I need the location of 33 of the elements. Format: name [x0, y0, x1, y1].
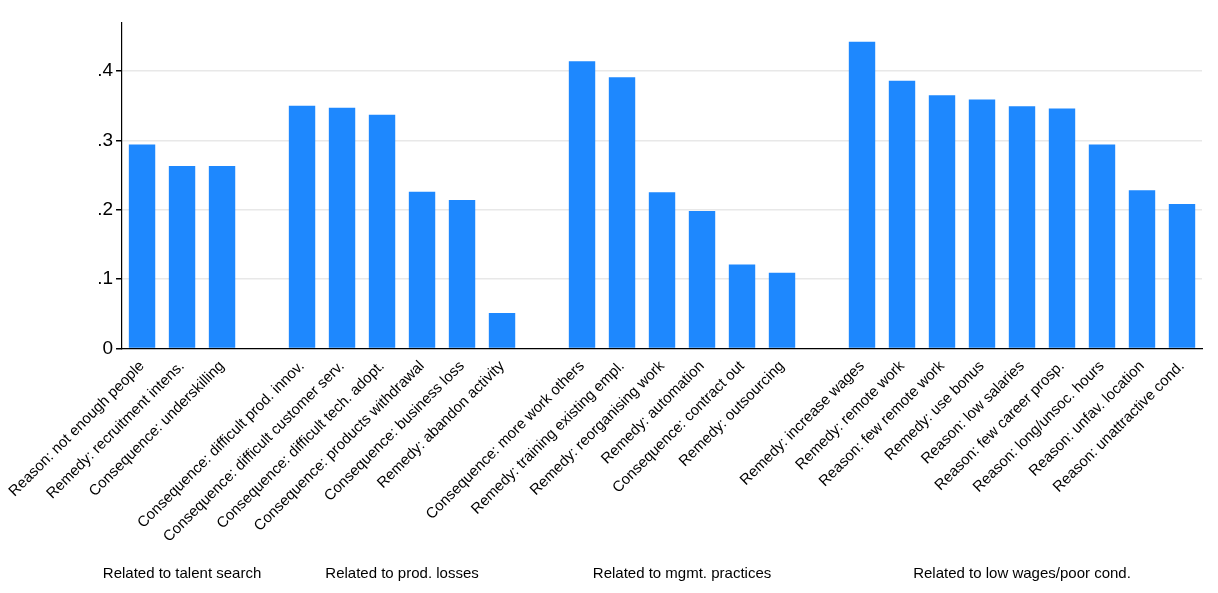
bar	[928, 95, 956, 348]
y-tick-label: .4	[97, 59, 114, 81]
bar	[208, 165, 236, 348]
y-tick-label: .3	[97, 128, 114, 150]
bar	[888, 80, 916, 348]
bar	[1048, 108, 1076, 348]
bar	[848, 41, 876, 348]
bar	[408, 191, 436, 348]
text: Related to low wages/poor cond.	[913, 563, 1131, 581]
bar	[288, 105, 316, 348]
y-tick-label: 0	[102, 336, 114, 358]
bar	[1008, 106, 1036, 348]
bar	[768, 272, 796, 348]
bar	[608, 77, 636, 348]
bar	[568, 61, 596, 348]
bar	[1128, 190, 1156, 348]
bar	[1168, 204, 1196, 348]
bar	[688, 211, 716, 348]
y-tick-label: .1	[97, 267, 114, 289]
bar	[128, 144, 156, 348]
bar	[488, 313, 516, 348]
bar	[168, 165, 196, 348]
text: Related to mgmt. practices	[592, 563, 772, 581]
bar	[448, 199, 476, 348]
text: Related to talent search	[102, 563, 262, 581]
bar	[968, 99, 996, 348]
y-tick-label: .2	[97, 197, 114, 219]
bar	[368, 114, 396, 348]
bar	[728, 264, 756, 348]
bar	[328, 107, 356, 348]
text: Related to prod. losses	[325, 563, 479, 581]
bar	[1088, 144, 1116, 348]
bar	[648, 192, 676, 348]
